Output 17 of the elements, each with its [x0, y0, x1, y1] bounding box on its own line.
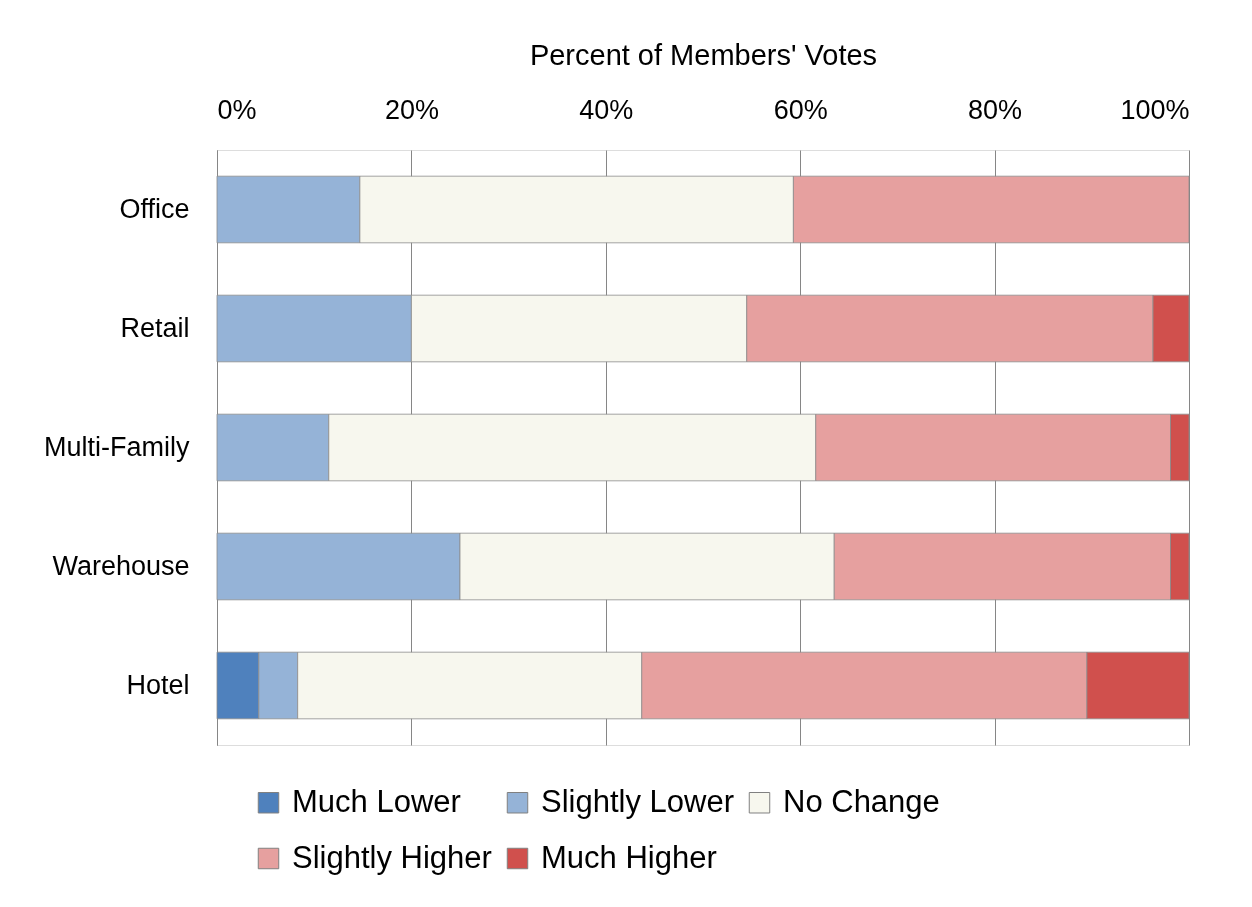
legend-label: Slightly Higher [292, 839, 492, 875]
y-tick-label: Multi-Family [44, 431, 190, 462]
x-tick-label: 60% [773, 94, 828, 125]
y-tick-label: Warehouse [52, 550, 190, 581]
x-tick-label: 100% [1120, 94, 1190, 125]
x-tick-label: 20% [384, 94, 439, 125]
x-axis-title: Percent of Members' Votes [529, 38, 878, 71]
x-tick-label: 80% [968, 94, 1023, 125]
legend-label: Much Lower [292, 783, 461, 819]
y-tick-label: Hotel [126, 669, 190, 700]
y-tick-label: Retail [120, 312, 190, 343]
x-tick-label: 40% [579, 94, 634, 125]
x-tick-label: 0% [217, 94, 257, 125]
legend-label: Much Higher [541, 839, 717, 875]
legend-label: No Change [783, 783, 940, 819]
y-tick-label: Office [119, 193, 190, 224]
legend-label: Slightly Lower [541, 783, 734, 819]
